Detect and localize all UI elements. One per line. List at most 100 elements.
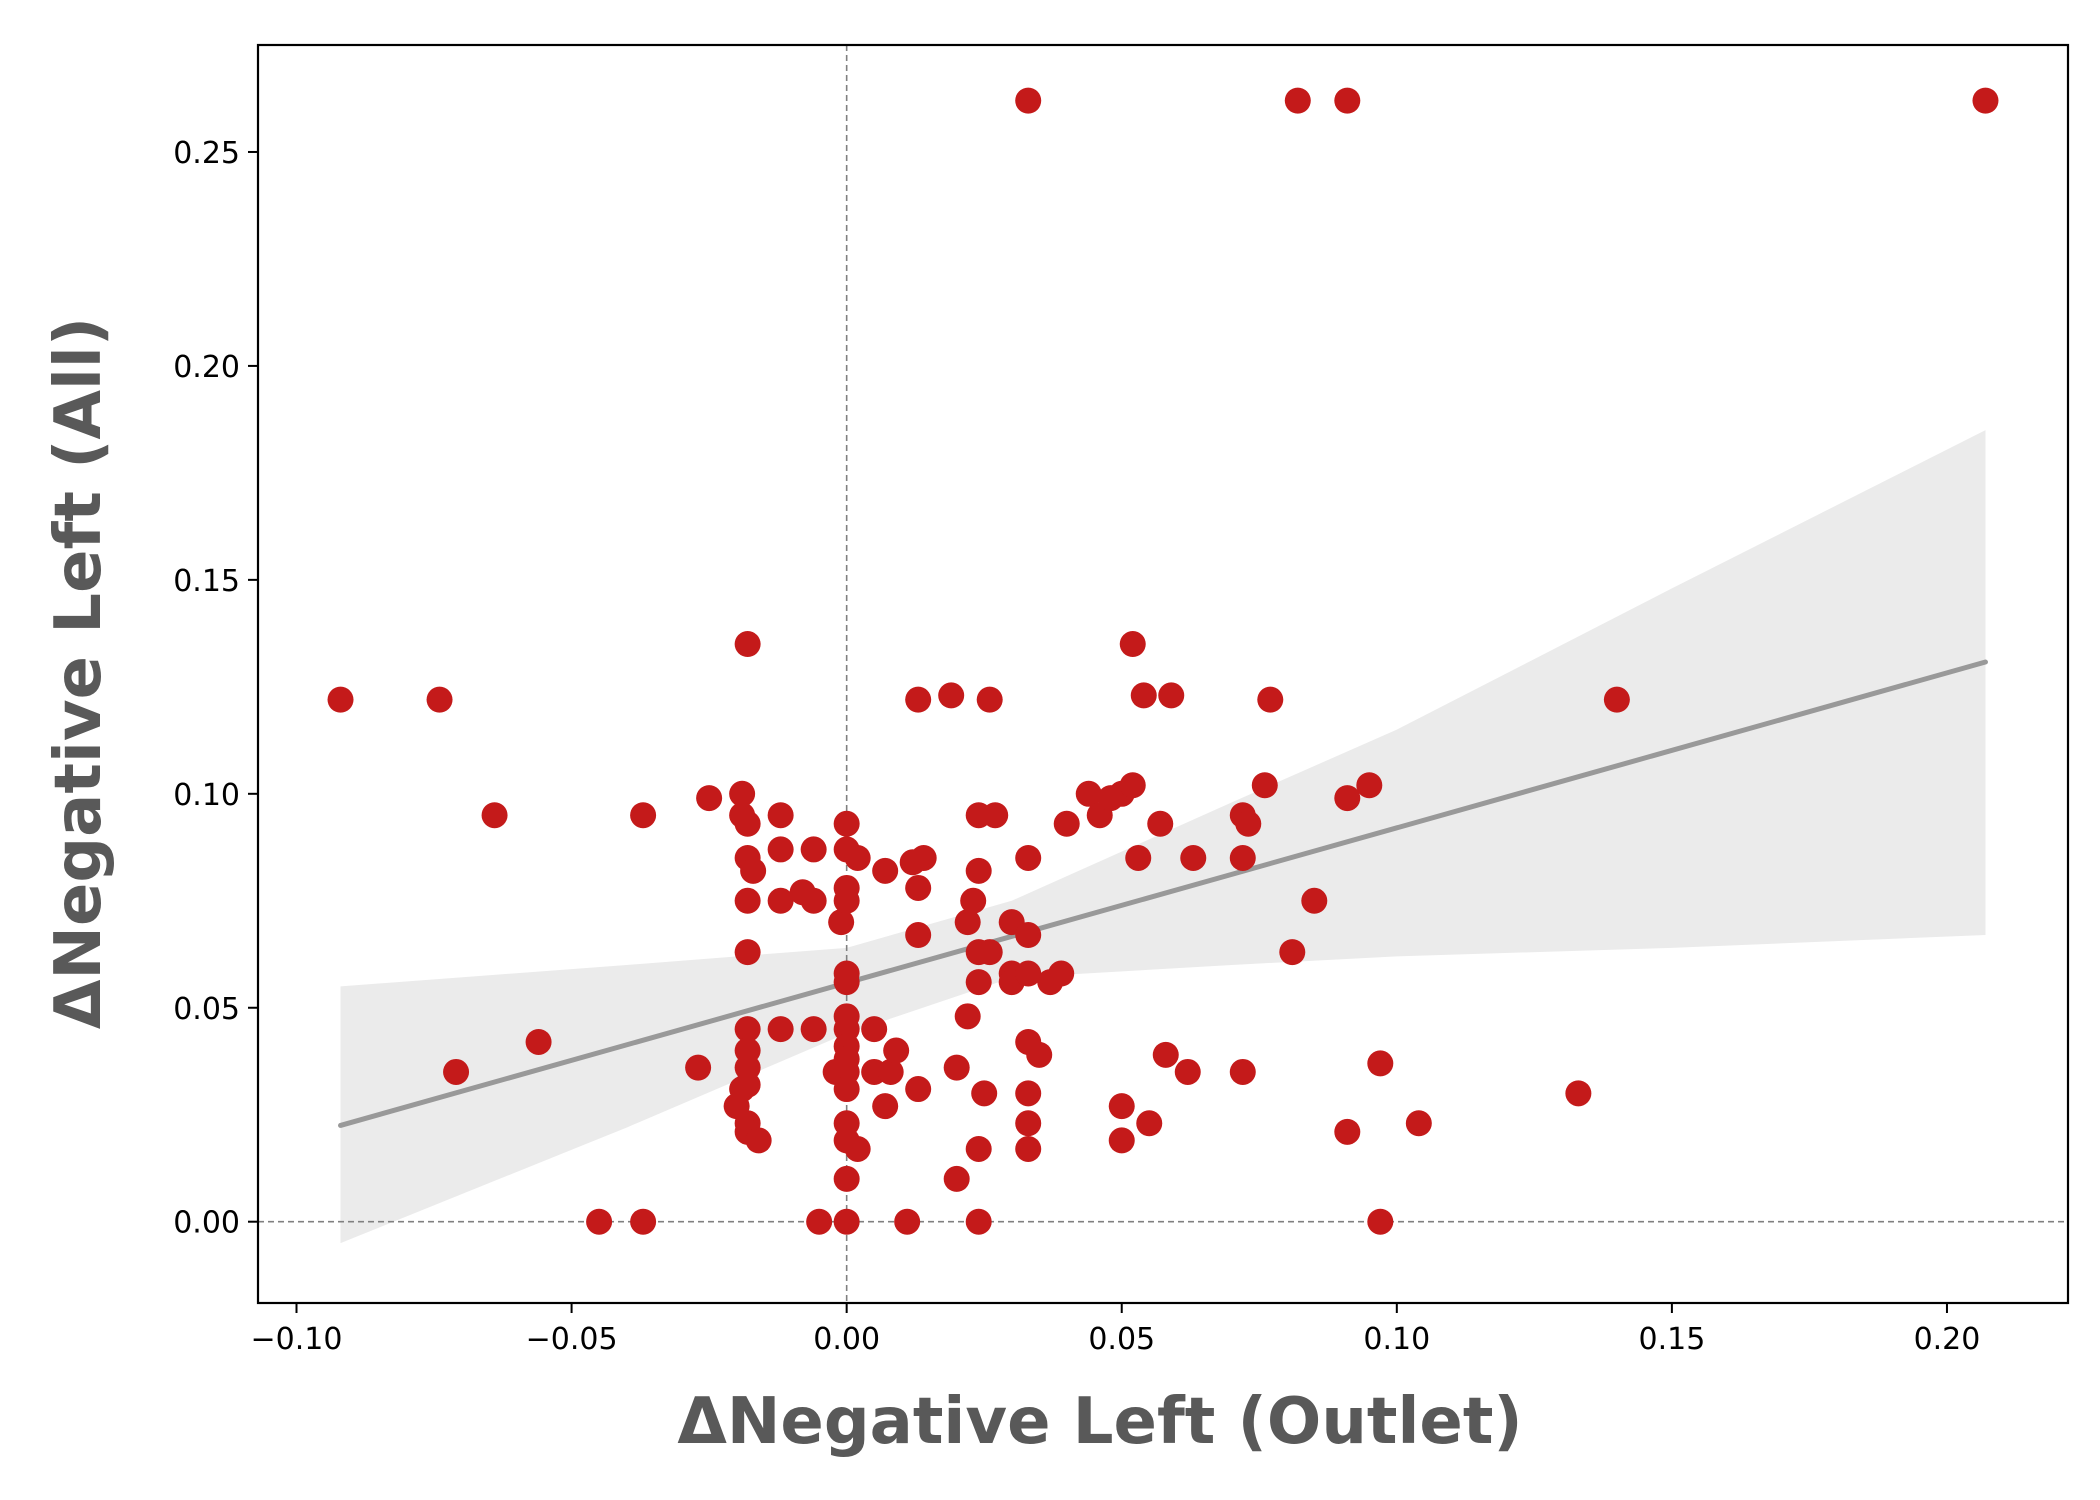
reference-lines-layer <box>258 45 2068 1303</box>
y-ticks: 0.00 0.05 0.10 0.15 0.20 0.25 <box>173 136 258 1241</box>
data-point <box>327 686 354 713</box>
data-point <box>861 1016 888 1043</box>
data-point <box>729 780 756 807</box>
data-point <box>481 802 508 829</box>
x-axis-title: ΔNegative Left (Outlet) <box>677 1385 1522 1459</box>
data-point <box>1152 1041 1179 1068</box>
data-point <box>833 810 860 837</box>
y-tick-label: 0.20 <box>173 350 240 385</box>
x-ticks: −0.10 −0.05 0.00 0.05 0.10 0.15 0.20 <box>251 1303 1981 1357</box>
data-point <box>1125 844 1152 871</box>
x-tick-label: −0.10 <box>251 1322 343 1357</box>
data-point <box>740 857 767 884</box>
data-point <box>943 1165 970 1192</box>
data-point <box>1367 1208 1394 1235</box>
y-tick-label: 0.25 <box>173 136 240 171</box>
data-point <box>1015 844 1042 871</box>
x-tick-label: −0.05 <box>526 1322 618 1357</box>
data-point <box>1565 1080 1592 1107</box>
data-point <box>1284 87 1311 114</box>
data-point <box>1119 772 1146 799</box>
data-point <box>894 1208 921 1235</box>
data-point <box>1229 844 1256 871</box>
data-point <box>800 1016 827 1043</box>
plot-frame <box>256 43 2070 1305</box>
data-point <box>1048 960 1075 987</box>
data-point <box>734 939 761 966</box>
y-tick-label: 0.00 <box>173 1206 240 1241</box>
data-point <box>1108 1127 1135 1154</box>
data-point <box>1015 87 1042 114</box>
data-point <box>833 1076 860 1103</box>
data-point <box>1972 87 1999 114</box>
data-point <box>1180 844 1207 871</box>
y-tick-label: 0.10 <box>173 778 240 813</box>
data-point <box>905 922 932 949</box>
x-tick-label: 0.10 <box>1363 1322 1430 1357</box>
data-point <box>1075 780 1102 807</box>
confidence-band-layer <box>340 430 1986 1244</box>
x-tick-label: 0.15 <box>1638 1322 1705 1357</box>
data-point <box>833 887 860 914</box>
data-point <box>1279 939 1306 966</box>
data-point <box>954 1003 981 1030</box>
data-point <box>965 857 992 884</box>
data-point <box>844 1135 871 1162</box>
y-axis-title: ΔNegative Left (All) <box>42 317 116 1029</box>
data-point <box>696 785 723 812</box>
data-point <box>976 939 1003 966</box>
data-point <box>938 682 965 709</box>
data-point <box>806 1208 833 1235</box>
data-point <box>976 686 1003 713</box>
data-point <box>1257 686 1284 713</box>
data-point <box>734 631 761 658</box>
data-point <box>982 802 1009 829</box>
data-point <box>734 1071 761 1098</box>
data-point <box>734 810 761 837</box>
data-point <box>734 887 761 914</box>
data-point <box>630 1208 657 1235</box>
data-point <box>828 909 855 936</box>
data-point <box>1053 810 1080 837</box>
data-point <box>1015 1110 1042 1137</box>
data-point <box>1130 682 1157 709</box>
data-point <box>767 836 794 863</box>
data-point <box>833 1165 860 1192</box>
data-point <box>905 1076 932 1103</box>
data-point <box>443 1058 470 1085</box>
data-point <box>1356 772 1383 799</box>
data-point <box>767 802 794 829</box>
data-point <box>910 844 937 871</box>
data-point <box>1174 1058 1201 1085</box>
data-point <box>844 844 871 871</box>
points-layer <box>327 87 1999 1235</box>
data-point <box>872 857 899 884</box>
data-point <box>1334 785 1361 812</box>
data-point <box>1015 922 1042 949</box>
data-point <box>1405 1110 1432 1137</box>
data-point <box>1367 1050 1394 1077</box>
x-tick-label: 0.20 <box>1914 1322 1981 1357</box>
data-point <box>1251 772 1278 799</box>
data-point <box>1015 1135 1042 1162</box>
data-point <box>800 887 827 914</box>
axes-frame <box>256 43 2070 1305</box>
data-point <box>1026 1041 1053 1068</box>
data-point <box>905 686 932 713</box>
data-point <box>734 1016 761 1043</box>
data-point <box>1147 810 1174 837</box>
data-point <box>960 887 987 914</box>
data-point <box>685 1054 712 1081</box>
data-point <box>1136 1110 1163 1137</box>
data-point <box>1119 631 1146 658</box>
data-point <box>1301 887 1328 914</box>
data-point <box>1334 87 1361 114</box>
data-point <box>1603 686 1630 713</box>
regression-line <box>338 659 1988 1128</box>
data-point <box>905 874 932 901</box>
data-point <box>426 686 453 713</box>
data-point <box>1108 1093 1135 1120</box>
y-tick-label: 0.05 <box>173 992 240 1027</box>
data-point <box>1015 1080 1042 1107</box>
